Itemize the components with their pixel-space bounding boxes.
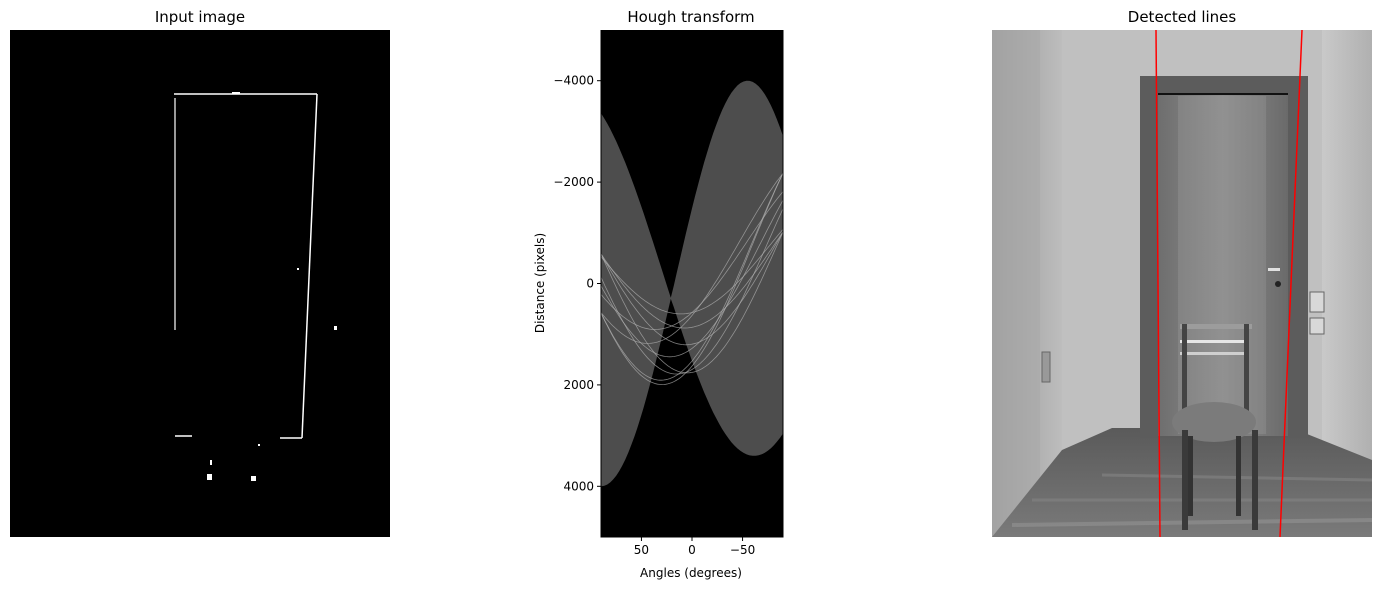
y-tick-label: 2000: [563, 378, 594, 392]
detected-line: [1155, 30, 1161, 537]
hough-curve: [600, 172, 784, 381]
hough-curve: [600, 172, 784, 386]
y-tick-label: 0: [586, 277, 594, 291]
x-axis-label: Angles (degrees): [640, 566, 742, 580]
hough-transform-title: Hough transform: [627, 8, 755, 26]
y-tick-label: −2000: [553, 175, 594, 189]
hough-curve: [600, 231, 784, 374]
chair-illustration: [1172, 324, 1258, 530]
y-tick-label: −4000: [553, 74, 594, 88]
detected-lines-panel: [992, 30, 1372, 537]
hough-transform-panel: 50 0 −50 −4000 −2000 0 2000 4000 Angles (degree…: [510, 30, 800, 585]
hough-plot: 50 0 −50 −4000 −2000 0 2000 4000 Angles (degree…: [533, 30, 784, 580]
photo-with-lines: [992, 30, 1372, 537]
hough-curve: [600, 208, 784, 375]
input-image-title: Input image: [154, 8, 246, 26]
detected-line: [1279, 30, 1303, 537]
hough-band: [601, 80, 783, 487]
x-tick-label: −50: [730, 543, 755, 557]
y-axis-label: Distance (pixels): [533, 233, 547, 333]
edge-image: [10, 30, 390, 537]
hough-curve: [600, 173, 784, 344]
hough-curve: [600, 231, 784, 346]
detected-lines-title: Detected lines: [1127, 8, 1237, 26]
x-tick-label: 0: [688, 543, 696, 557]
input-image-panel: [10, 30, 390, 537]
hough-curve: [600, 199, 784, 358]
x-tick-label: 50: [634, 543, 649, 557]
y-tick-label: 4000: [563, 479, 594, 493]
hough-curve: [600, 191, 784, 330]
